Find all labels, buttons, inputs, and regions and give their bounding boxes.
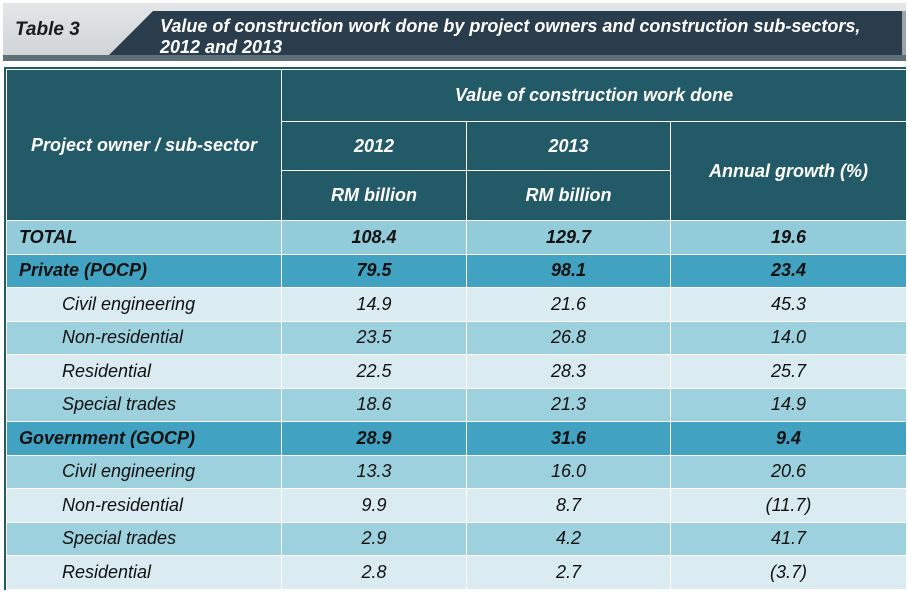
row-label: Civil engineering — [6, 454, 282, 489]
row-label: Non-residential — [6, 320, 282, 355]
value-2013: 31.6 — [466, 421, 671, 456]
value-2012: 28.9 — [281, 421, 467, 456]
value-2012: 108.4 — [281, 220, 467, 255]
value-2013: 16.0 — [466, 454, 671, 489]
table-title: Value of construction work done by proje… — [160, 16, 900, 58]
row-label: Non-residential — [6, 488, 282, 523]
value-2012: 79.5 — [281, 253, 467, 288]
value-2012: 23.5 — [281, 320, 467, 355]
header-project-owner: Project owner / sub-sector — [6, 69, 282, 221]
table-title-line-2: 2012 and 2013 — [160, 37, 283, 57]
table-row: Special trades 18.6 21.3 14.9 — [6, 387, 908, 422]
table-body: TOTAL 108.4 129.7 19.6 Private (POCP) 79.5 98.… — [6, 220, 908, 590]
value-2013: 8.7 — [466, 488, 671, 523]
value-2013: 98.1 — [466, 253, 671, 288]
construction-table-container: Project owner / sub-sector Value of cons… — [4, 67, 908, 590]
title-banner-bottom-bar — [3, 55, 906, 61]
value-2013: 21.3 — [466, 387, 671, 422]
table-row: Special trades 2.9 4.2 41.7 — [6, 521, 908, 556]
annual-growth: 25.7 — [669, 354, 908, 389]
annual-growth: 41.7 — [669, 521, 908, 556]
value-2012: 2.9 — [281, 521, 467, 556]
value-2012: 9.9 — [281, 488, 467, 523]
annual-growth: 14.0 — [669, 320, 908, 355]
annual-growth: 9.4 — [669, 421, 908, 456]
header-year-2013: 2013 — [466, 121, 671, 171]
value-2013: 4.2 — [466, 521, 671, 556]
value-2013: 21.6 — [466, 287, 671, 322]
header-value-group: Value of construction work done — [280, 69, 908, 122]
annual-growth: 14.9 — [669, 387, 908, 422]
table-row-group: Government (GOCP) 28.9 31.6 9.4 — [6, 421, 908, 456]
table-row: Residential 2.8 2.7 (3.7) — [6, 555, 908, 590]
title-banner-dark-panel — [105, 11, 902, 59]
value-2012: 18.6 — [281, 387, 467, 422]
header-year-2012: 2012 — [281, 121, 467, 171]
value-2013: 129.7 — [466, 220, 671, 255]
construction-work-table: Project owner / sub-sector Value of cons… — [6, 69, 908, 590]
header-row-2: 2012 2013 Annual growth (%) — [7, 121, 908, 221]
table-title-line-1: Value of construction work done by proje… — [160, 16, 861, 36]
header-row-3: RM billion RM billion — [7, 170, 907, 221]
header-row-1: Project owner / sub-sector Value of cons… — [6, 69, 908, 221]
annual-growth: 23.4 — [669, 253, 908, 288]
header-annual-growth: Annual growth (%) — [669, 121, 908, 221]
value-2012: 2.8 — [281, 555, 467, 590]
table-row: Residential 22.5 28.3 25.7 — [6, 354, 908, 389]
row-label: Private (POCP) — [6, 253, 282, 288]
row-label: Government (GOCP) — [6, 421, 282, 456]
annual-growth: 45.3 — [669, 287, 908, 322]
table-row: Civil engineering 14.9 21.6 45.3 — [6, 287, 908, 322]
row-label: Residential — [6, 354, 282, 389]
row-label: Special trades — [6, 521, 282, 556]
value-2012: 13.3 — [281, 454, 467, 489]
table-row-total: TOTAL 108.4 129.7 19.6 — [6, 220, 908, 255]
annual-growth: (3.7) — [669, 555, 908, 590]
table-title-banner: Table 3 Value of construction work done … — [3, 3, 906, 61]
row-label: Special trades — [6, 387, 282, 422]
table-number: Table 3 — [15, 19, 80, 40]
value-2013: 28.3 — [466, 354, 671, 389]
header-unit-2013: RM billion — [466, 170, 671, 221]
value-2012: 14.9 — [281, 287, 467, 322]
row-label: Civil engineering — [6, 287, 282, 322]
annual-growth: 20.6 — [669, 454, 908, 489]
table-row: Non-residential 23.5 26.8 14.0 — [6, 320, 908, 355]
value-2012: 22.5 — [281, 354, 467, 389]
table-row: Civil engineering 13.3 16.0 20.6 — [6, 454, 908, 489]
table-row: Non-residential 9.9 8.7 (11.7) — [6, 488, 908, 523]
table-row-group: Private (POCP) 79.5 98.1 23.4 — [6, 253, 908, 288]
row-label: TOTAL — [6, 220, 282, 255]
annual-growth: (11.7) — [669, 488, 908, 523]
annual-growth: 19.6 — [669, 220, 908, 255]
row-label: Residential — [6, 555, 282, 590]
value-2013: 26.8 — [466, 320, 671, 355]
value-2013: 2.7 — [466, 555, 671, 590]
title-banner-shadow — [902, 11, 906, 61]
table-header: Project owner / sub-sector Value of cons… — [6, 69, 908, 221]
header-unit-2012: RM billion — [281, 170, 467, 221]
